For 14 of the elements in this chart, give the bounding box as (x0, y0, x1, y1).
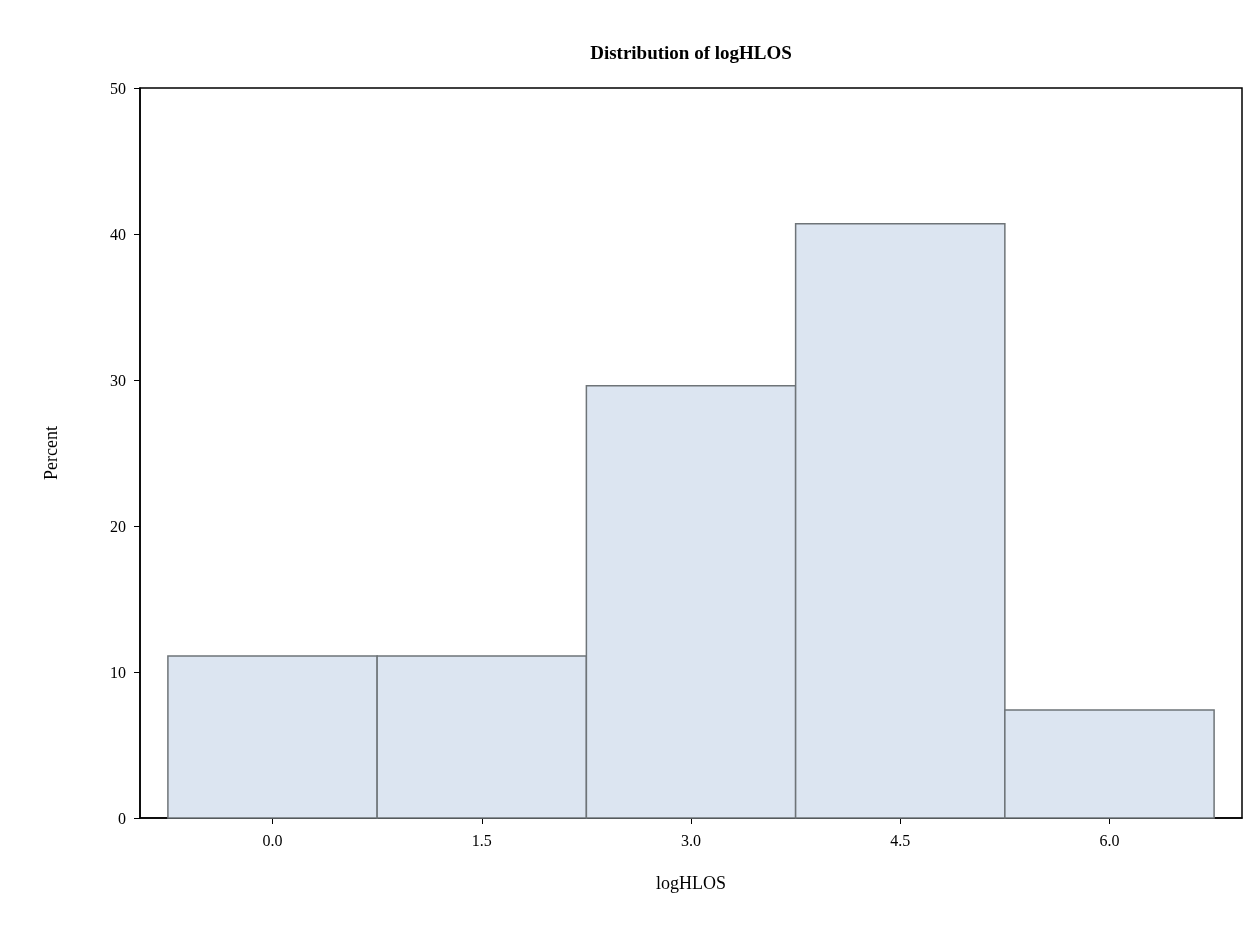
x-tick-label: 1.5 (471, 831, 492, 849)
x-tick-label: 3.0 (681, 831, 701, 849)
y-tick-label: 0 (118, 809, 126, 827)
x-tick-label: 4.5 (890, 831, 911, 849)
y-tick-label: 50 (110, 79, 126, 97)
x-tick-label: 6.0 (1099, 831, 1120, 849)
y-tick-label: 30 (110, 371, 126, 389)
y-tick-label: 10 (110, 663, 126, 681)
y-tick-label: 40 (110, 225, 126, 243)
y-tick-label: 20 (110, 517, 126, 535)
x-axis-title: logHLOS (655, 873, 727, 893)
chart-title: Distribution of logHLOS (590, 42, 792, 63)
y-axis-title: Percent (41, 426, 61, 480)
x-tick-label: 0.0 (262, 831, 283, 849)
